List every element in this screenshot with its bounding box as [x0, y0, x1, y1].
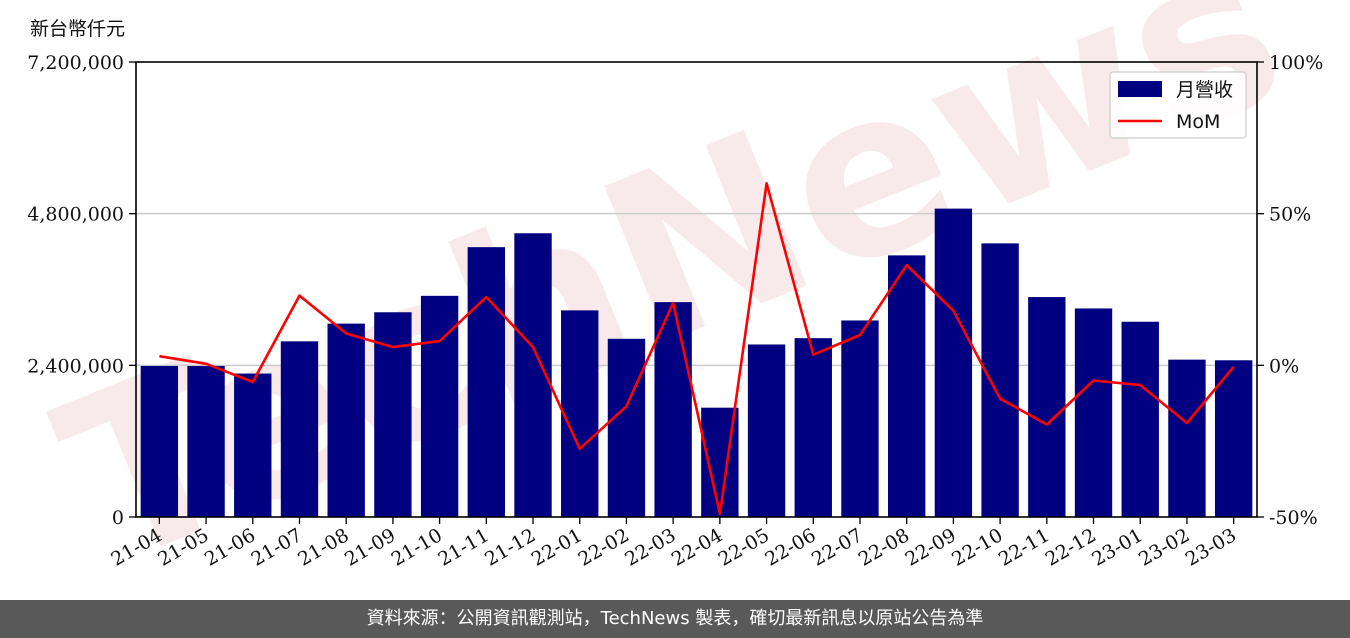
- x-tick-label: 22-08: [855, 524, 913, 570]
- x-tick-label: 21-10: [388, 524, 446, 570]
- legend-swatch-bar: [1118, 81, 1162, 97]
- right-tick-label: 100%: [1269, 52, 1323, 74]
- x-tick-label: 22-05: [715, 524, 773, 570]
- bar-21-11: [467, 247, 505, 517]
- y-axis-unit-label: 新台幣仟元: [30, 18, 126, 40]
- bar-22-10: [981, 243, 1019, 518]
- bar-22-06: [794, 338, 832, 517]
- x-tick-label: 23-02: [1135, 524, 1193, 570]
- revenue-chart: TechNews 02,400,0004,800,0007,200,000-50…: [27, 0, 1323, 600]
- grid-lines: [136, 212, 1257, 367]
- x-tick-label: 23-03: [1182, 524, 1240, 570]
- bar-22-03: [654, 302, 692, 517]
- x-tick-label: 22-07: [808, 524, 866, 570]
- x-tick-label: 22-11: [995, 524, 1053, 570]
- x-tick-label: 22-06: [761, 524, 819, 570]
- x-tick-label: 22-01: [528, 524, 586, 570]
- bar-23-02: [1168, 359, 1206, 517]
- right-tick-label: 0%: [1269, 355, 1299, 377]
- bar-21-04: [140, 365, 179, 517]
- x-tick-label: 22-03: [621, 524, 679, 570]
- legend-label-line: MoM: [1176, 111, 1220, 133]
- source-footer: 資料來源：公開資訊觀測站，TechNews 製表，確切最新訊息以原站公告為準: [0, 600, 1350, 638]
- right-tick-label: -50%: [1269, 507, 1318, 529]
- bar-22-11: [1028, 297, 1066, 517]
- bar-21-10: [420, 295, 459, 517]
- mom-line: [159, 182, 1235, 516]
- left-tick-label: 4,800,000: [27, 204, 124, 226]
- plot-frame: [135, 61, 1258, 518]
- legend-label-bar: 月營收: [1176, 79, 1233, 101]
- x-tick-label: 21-11: [434, 524, 492, 570]
- left-tick-label: 2,400,000: [27, 355, 124, 377]
- mom-line-series: [159, 182, 1235, 516]
- bar-21-07: [280, 341, 319, 517]
- x-tick-label: 23-01: [1088, 524, 1146, 570]
- bar-22-07: [841, 320, 879, 517]
- bar-23-03: [1214, 360, 1253, 517]
- right-tick-label: 50%: [1269, 204, 1311, 226]
- x-tick-label: 21-09: [341, 524, 399, 570]
- x-tick-label: 22-09: [901, 524, 959, 570]
- x-tick-label: 22-10: [948, 524, 1006, 570]
- x-tick-label: 22-12: [1042, 524, 1100, 570]
- x-tick-label: 22-02: [574, 524, 632, 570]
- bar-21-08: [327, 323, 365, 517]
- x-tick-label: 22-04: [668, 524, 726, 570]
- bar-22-08: [888, 255, 926, 517]
- bar-23-01: [1121, 321, 1159, 517]
- bar-21-05: [187, 365, 225, 517]
- bar-21-06: [234, 373, 272, 517]
- bar-22-02: [607, 338, 646, 517]
- bar-22-12: [1074, 308, 1113, 517]
- left-tick-label: 0: [112, 507, 124, 529]
- bar-22-05: [747, 344, 786, 517]
- left-tick-label: 7,200,000: [27, 52, 124, 74]
- legend: 月營收 MoM: [1109, 71, 1247, 139]
- x-tick-label: 21-12: [481, 524, 539, 570]
- bar-22-01: [561, 310, 599, 517]
- bar-22-09: [934, 208, 973, 517]
